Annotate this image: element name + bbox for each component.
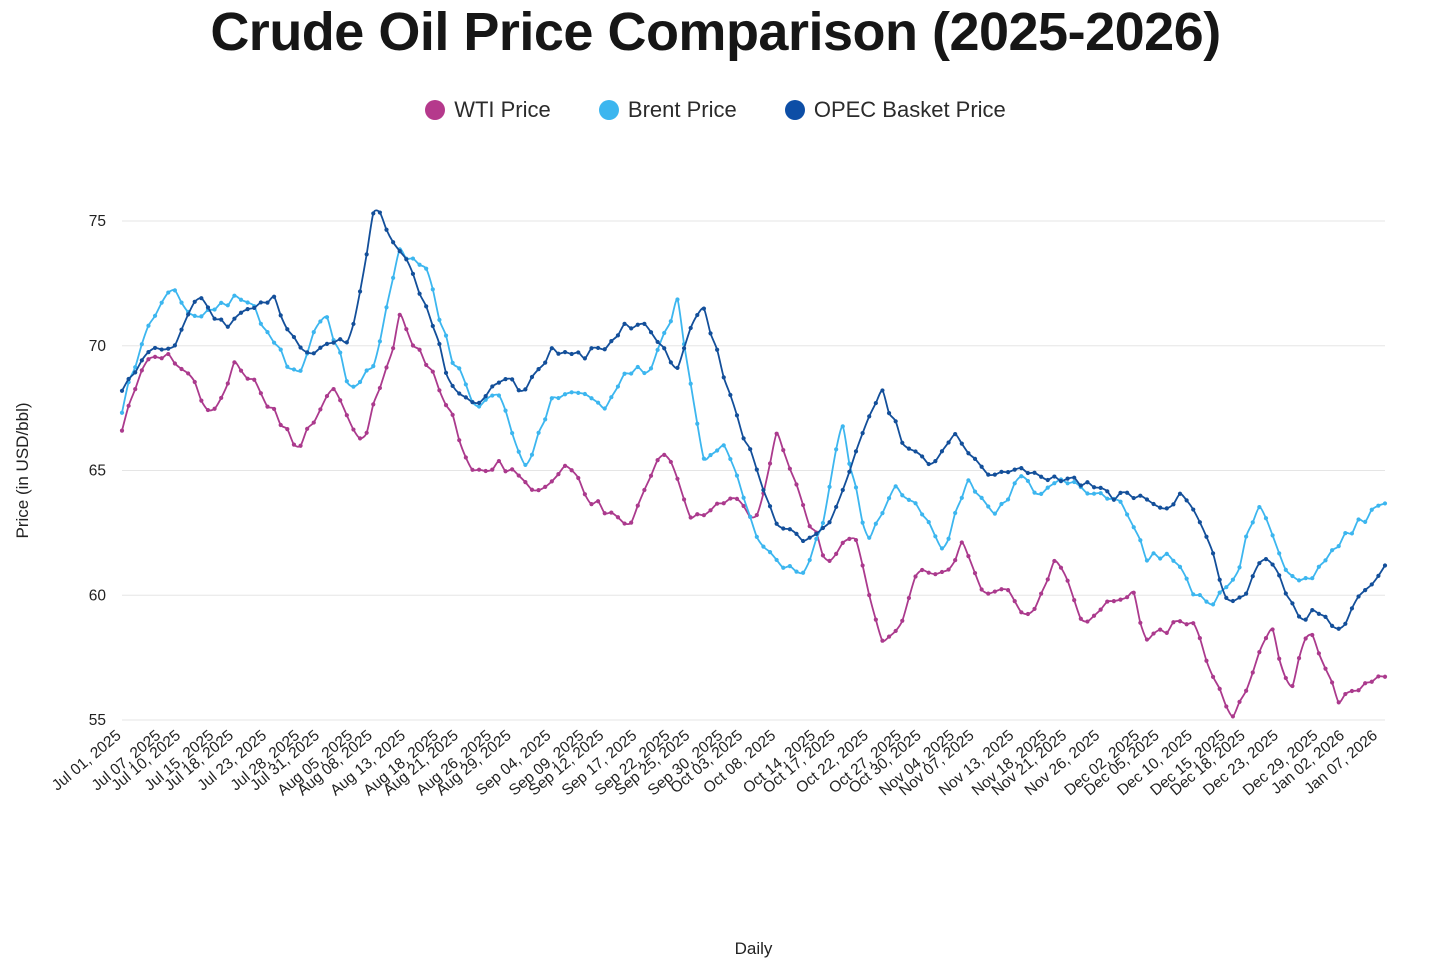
svg-text:75: 75 bbox=[89, 213, 106, 230]
svg-text:60: 60 bbox=[89, 587, 107, 604]
svg-text:70: 70 bbox=[89, 338, 107, 355]
svg-text:Price (in USD/bbl): Price (in USD/bbl) bbox=[13, 402, 32, 538]
svg-text:65: 65 bbox=[89, 463, 106, 480]
svg-text:55: 55 bbox=[89, 712, 106, 729]
svg-text:Daily: Daily bbox=[735, 939, 773, 958]
